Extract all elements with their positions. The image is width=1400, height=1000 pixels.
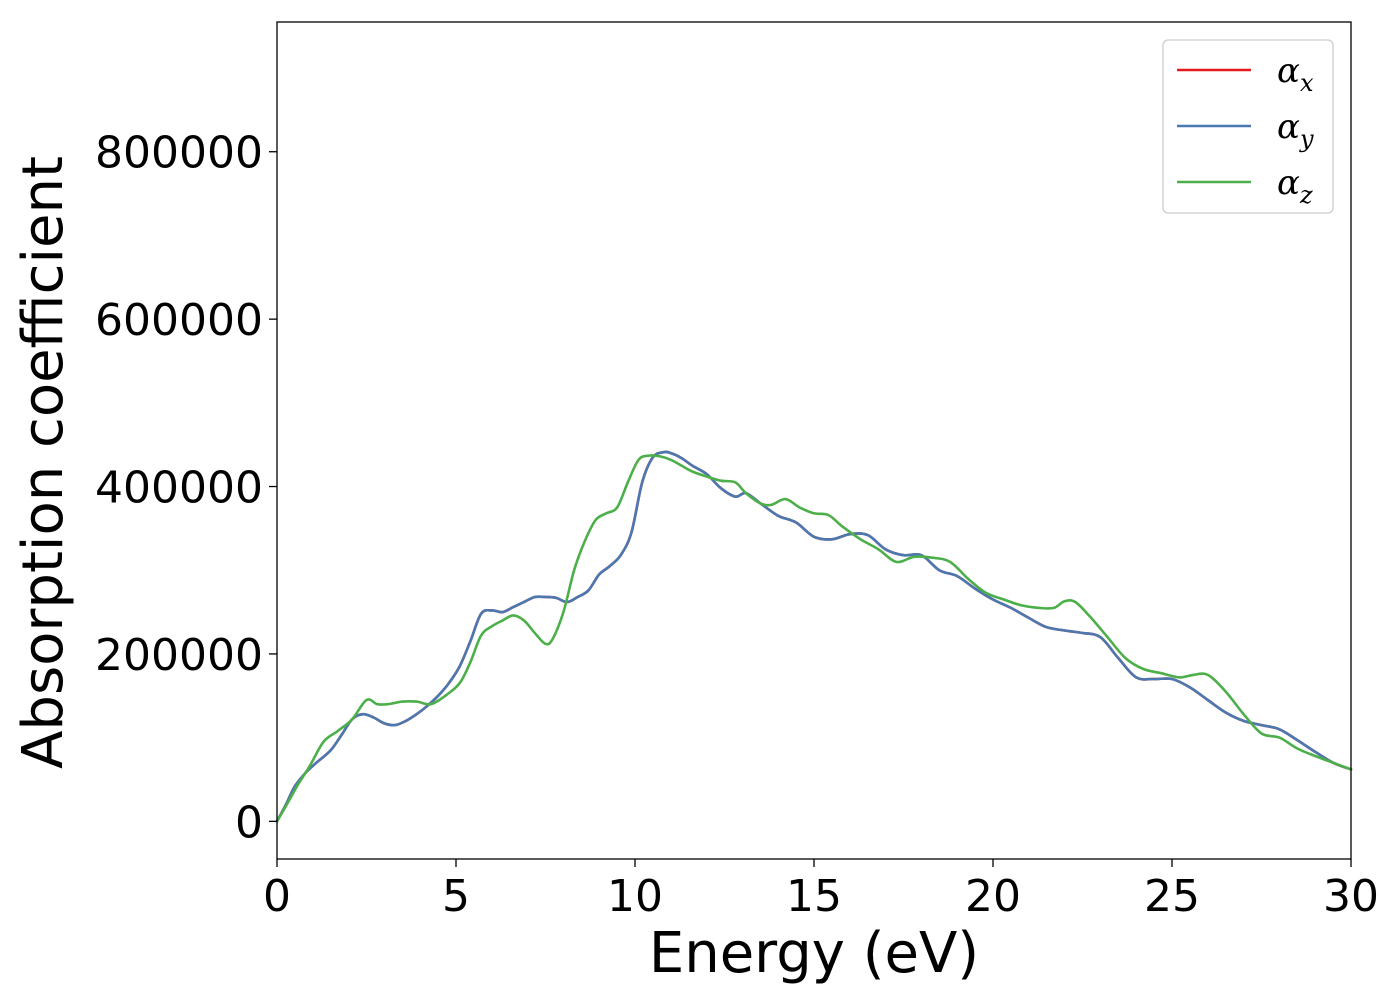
series-line-z [275,454,1353,823]
y-tick-label: 0 [235,797,263,848]
x-tick-label: 30 [1323,871,1379,922]
x-tick-label: 25 [1144,871,1200,922]
y-tick-label: 400000 [95,463,263,514]
legend-label-x: αx [1277,51,1314,97]
x-tick-label: 10 [607,871,663,922]
x-tick-label: 20 [965,871,1021,922]
y-tick-label: 600000 [95,295,263,346]
legend-label-z: αz [1277,163,1313,209]
series-line-y [275,450,1353,823]
y-axis-title: Absorption coefficient [11,156,76,769]
y-axis: 0 200000 400000 600000 800000 [95,128,277,848]
x-tick-label: 0 [263,871,291,922]
x-axis-title: Energy (eV) [649,921,979,986]
series-layer [275,450,1353,823]
x-tick-label: 15 [786,871,842,922]
y-tick-label: 200000 [95,630,263,681]
legend: αx αy αz [1162,39,1334,214]
x-tick-label: 5 [442,871,470,922]
legend-label-y: αy [1277,107,1314,153]
y-tick-label: 800000 [95,128,263,179]
x-axis: 0 5 10 15 20 25 30 [263,859,1379,922]
